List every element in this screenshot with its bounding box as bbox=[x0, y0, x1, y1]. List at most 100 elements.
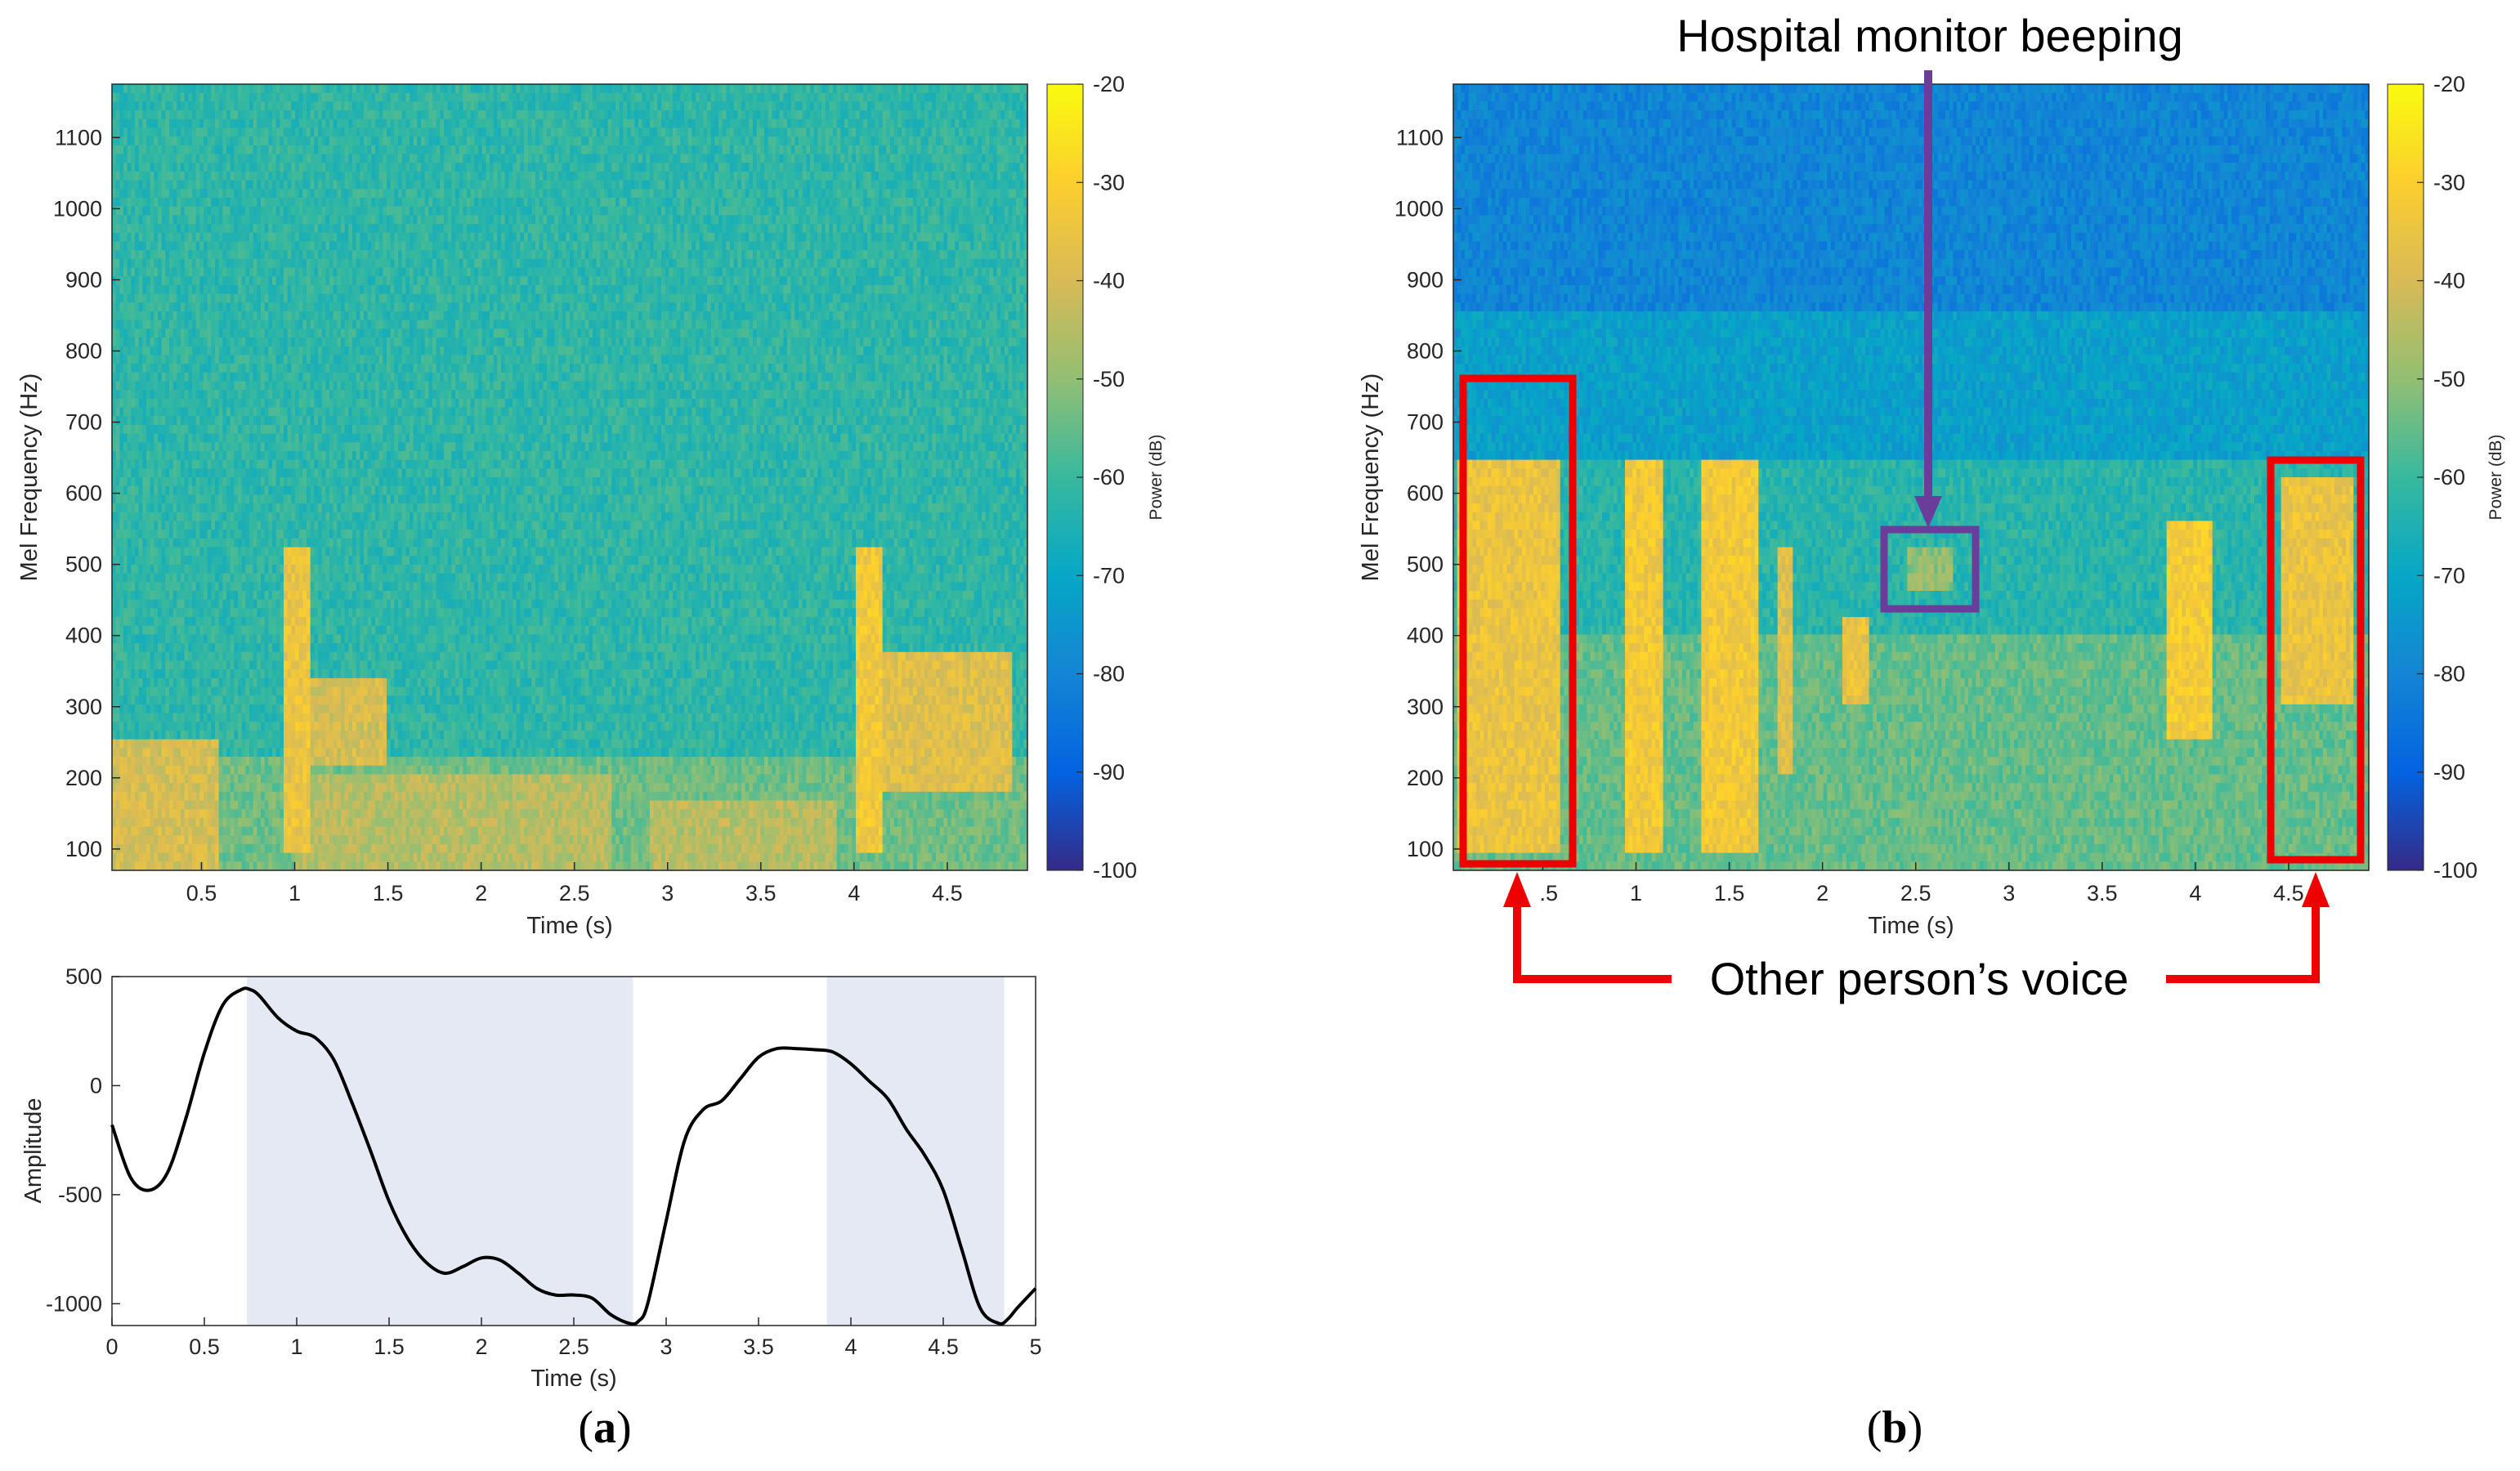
spectrogram-cell bbox=[291, 573, 296, 583]
spectrogram-cell bbox=[169, 634, 174, 644]
spectrogram-cell bbox=[287, 92, 292, 102]
spectrogram-cell bbox=[115, 774, 120, 784]
spectrogram-cell bbox=[241, 852, 246, 862]
spectrogram-cell bbox=[261, 530, 266, 539]
spectrogram-cell bbox=[119, 381, 124, 391]
spectrogram-cell bbox=[218, 171, 223, 181]
spectrogram-cell bbox=[318, 381, 323, 391]
spectrogram-cell bbox=[280, 590, 284, 601]
spectrogram-cell bbox=[310, 686, 315, 696]
spectrogram-cell bbox=[302, 250, 307, 260]
spectrogram-cell bbox=[158, 180, 163, 190]
spectrogram-cell bbox=[295, 329, 300, 338]
spectrogram-cell bbox=[150, 686, 154, 696]
spectrogram-cell bbox=[284, 530, 289, 539]
spectrogram-cell bbox=[284, 765, 289, 776]
spectrogram-cell bbox=[310, 127, 315, 137]
spectrogram-cell bbox=[314, 512, 319, 522]
spectrogram-cell bbox=[188, 791, 193, 802]
spectrogram-cell bbox=[226, 398, 231, 409]
spectrogram-cell bbox=[295, 311, 300, 321]
spectrogram-cell bbox=[275, 634, 280, 644]
spectrogram-cell bbox=[261, 337, 266, 347]
spectrogram-cell bbox=[150, 84, 154, 94]
spectrogram-cell bbox=[291, 826, 296, 836]
spectrogram-cell bbox=[169, 590, 174, 601]
spectrogram-cell bbox=[307, 215, 311, 225]
spectrogram-cell bbox=[135, 101, 140, 111]
spectrogram-cell bbox=[280, 329, 284, 338]
spectrogram-cell bbox=[192, 660, 197, 670]
spectrogram-cell bbox=[161, 433, 166, 443]
spectrogram-cell bbox=[215, 617, 220, 627]
spectrogram-cell bbox=[142, 224, 147, 234]
spectrogram-cell bbox=[257, 154, 262, 163]
spectrogram-cell bbox=[218, 748, 223, 758]
spectrogram-cell bbox=[280, 651, 284, 662]
spectrogram-cell bbox=[257, 494, 262, 504]
spectrogram-cell bbox=[245, 450, 250, 461]
spectrogram-cell bbox=[127, 757, 132, 767]
spectrogram-cell bbox=[264, 468, 269, 478]
spectrogram-cell bbox=[218, 477, 223, 487]
spectrogram-cell bbox=[321, 293, 326, 303]
spectrogram-cell bbox=[138, 757, 143, 767]
spectrogram-cell bbox=[199, 250, 204, 260]
spectrogram-cell bbox=[253, 267, 257, 277]
spectrogram-cell bbox=[181, 573, 186, 583]
spectrogram-cell bbox=[161, 564, 166, 575]
spectrogram-cell bbox=[195, 293, 200, 303]
spectrogram-cell bbox=[226, 197, 231, 208]
spectrogram-cell bbox=[158, 424, 163, 435]
spectrogram-cell bbox=[207, 651, 212, 662]
spectrogram-cell bbox=[295, 477, 300, 487]
spectrogram-cell bbox=[218, 651, 223, 662]
spectrogram-cell bbox=[272, 677, 277, 688]
spectrogram-cell bbox=[112, 608, 117, 618]
spectrogram-cell bbox=[154, 416, 159, 426]
spectrogram-cell bbox=[195, 783, 200, 793]
spectrogram-cell bbox=[321, 302, 326, 312]
spectrogram-cell bbox=[298, 101, 303, 111]
spectrogram-cell bbox=[261, 547, 266, 557]
spectrogram-cell bbox=[123, 250, 128, 260]
spectrogram-cell bbox=[199, 189, 204, 199]
spectrogram-cell bbox=[245, 852, 250, 862]
spectrogram-cell bbox=[253, 791, 257, 802]
spectrogram-cell bbox=[253, 450, 257, 461]
spectrogram-cell bbox=[192, 608, 197, 618]
spectrogram-cell bbox=[135, 521, 140, 530]
spectrogram-cell bbox=[199, 381, 204, 391]
spectrogram-cell bbox=[287, 145, 292, 155]
spectrogram-cell bbox=[275, 582, 280, 592]
spectrogram-cell bbox=[177, 809, 181, 819]
spectrogram-cell bbox=[161, 634, 166, 644]
spectrogram-cell bbox=[234, 407, 239, 417]
spectrogram-cell bbox=[172, 407, 177, 417]
spectrogram-cell bbox=[150, 171, 154, 181]
spectrogram-cell bbox=[287, 826, 292, 836]
spectrogram-cell bbox=[150, 407, 154, 417]
spectrogram-cell bbox=[307, 468, 311, 478]
spectrogram-cell bbox=[238, 110, 243, 120]
spectrogram-cell bbox=[211, 843, 216, 854]
spectrogram-cell bbox=[138, 809, 143, 819]
spectrogram-cell bbox=[238, 197, 243, 208]
spectrogram-cell bbox=[230, 416, 235, 426]
spectrogram-cell bbox=[127, 686, 132, 696]
spectrogram-cell bbox=[158, 118, 163, 129]
spectrogram-cell bbox=[307, 118, 311, 129]
spectrogram-cell bbox=[238, 364, 243, 373]
spectrogram-cell bbox=[131, 651, 136, 662]
spectrogram-cell bbox=[192, 127, 197, 137]
spectrogram-cell bbox=[275, 390, 280, 400]
spectrogram-cell bbox=[302, 843, 307, 854]
spectrogram-cell bbox=[154, 765, 159, 776]
spectrogram-cell bbox=[207, 677, 212, 688]
spectrogram-cell bbox=[211, 512, 216, 522]
spectrogram-cell bbox=[257, 416, 262, 426]
spectrogram-cell bbox=[172, 329, 177, 338]
spectrogram-cell bbox=[298, 722, 303, 731]
spectrogram-cell bbox=[268, 800, 273, 810]
spectrogram-cell bbox=[215, 101, 220, 111]
